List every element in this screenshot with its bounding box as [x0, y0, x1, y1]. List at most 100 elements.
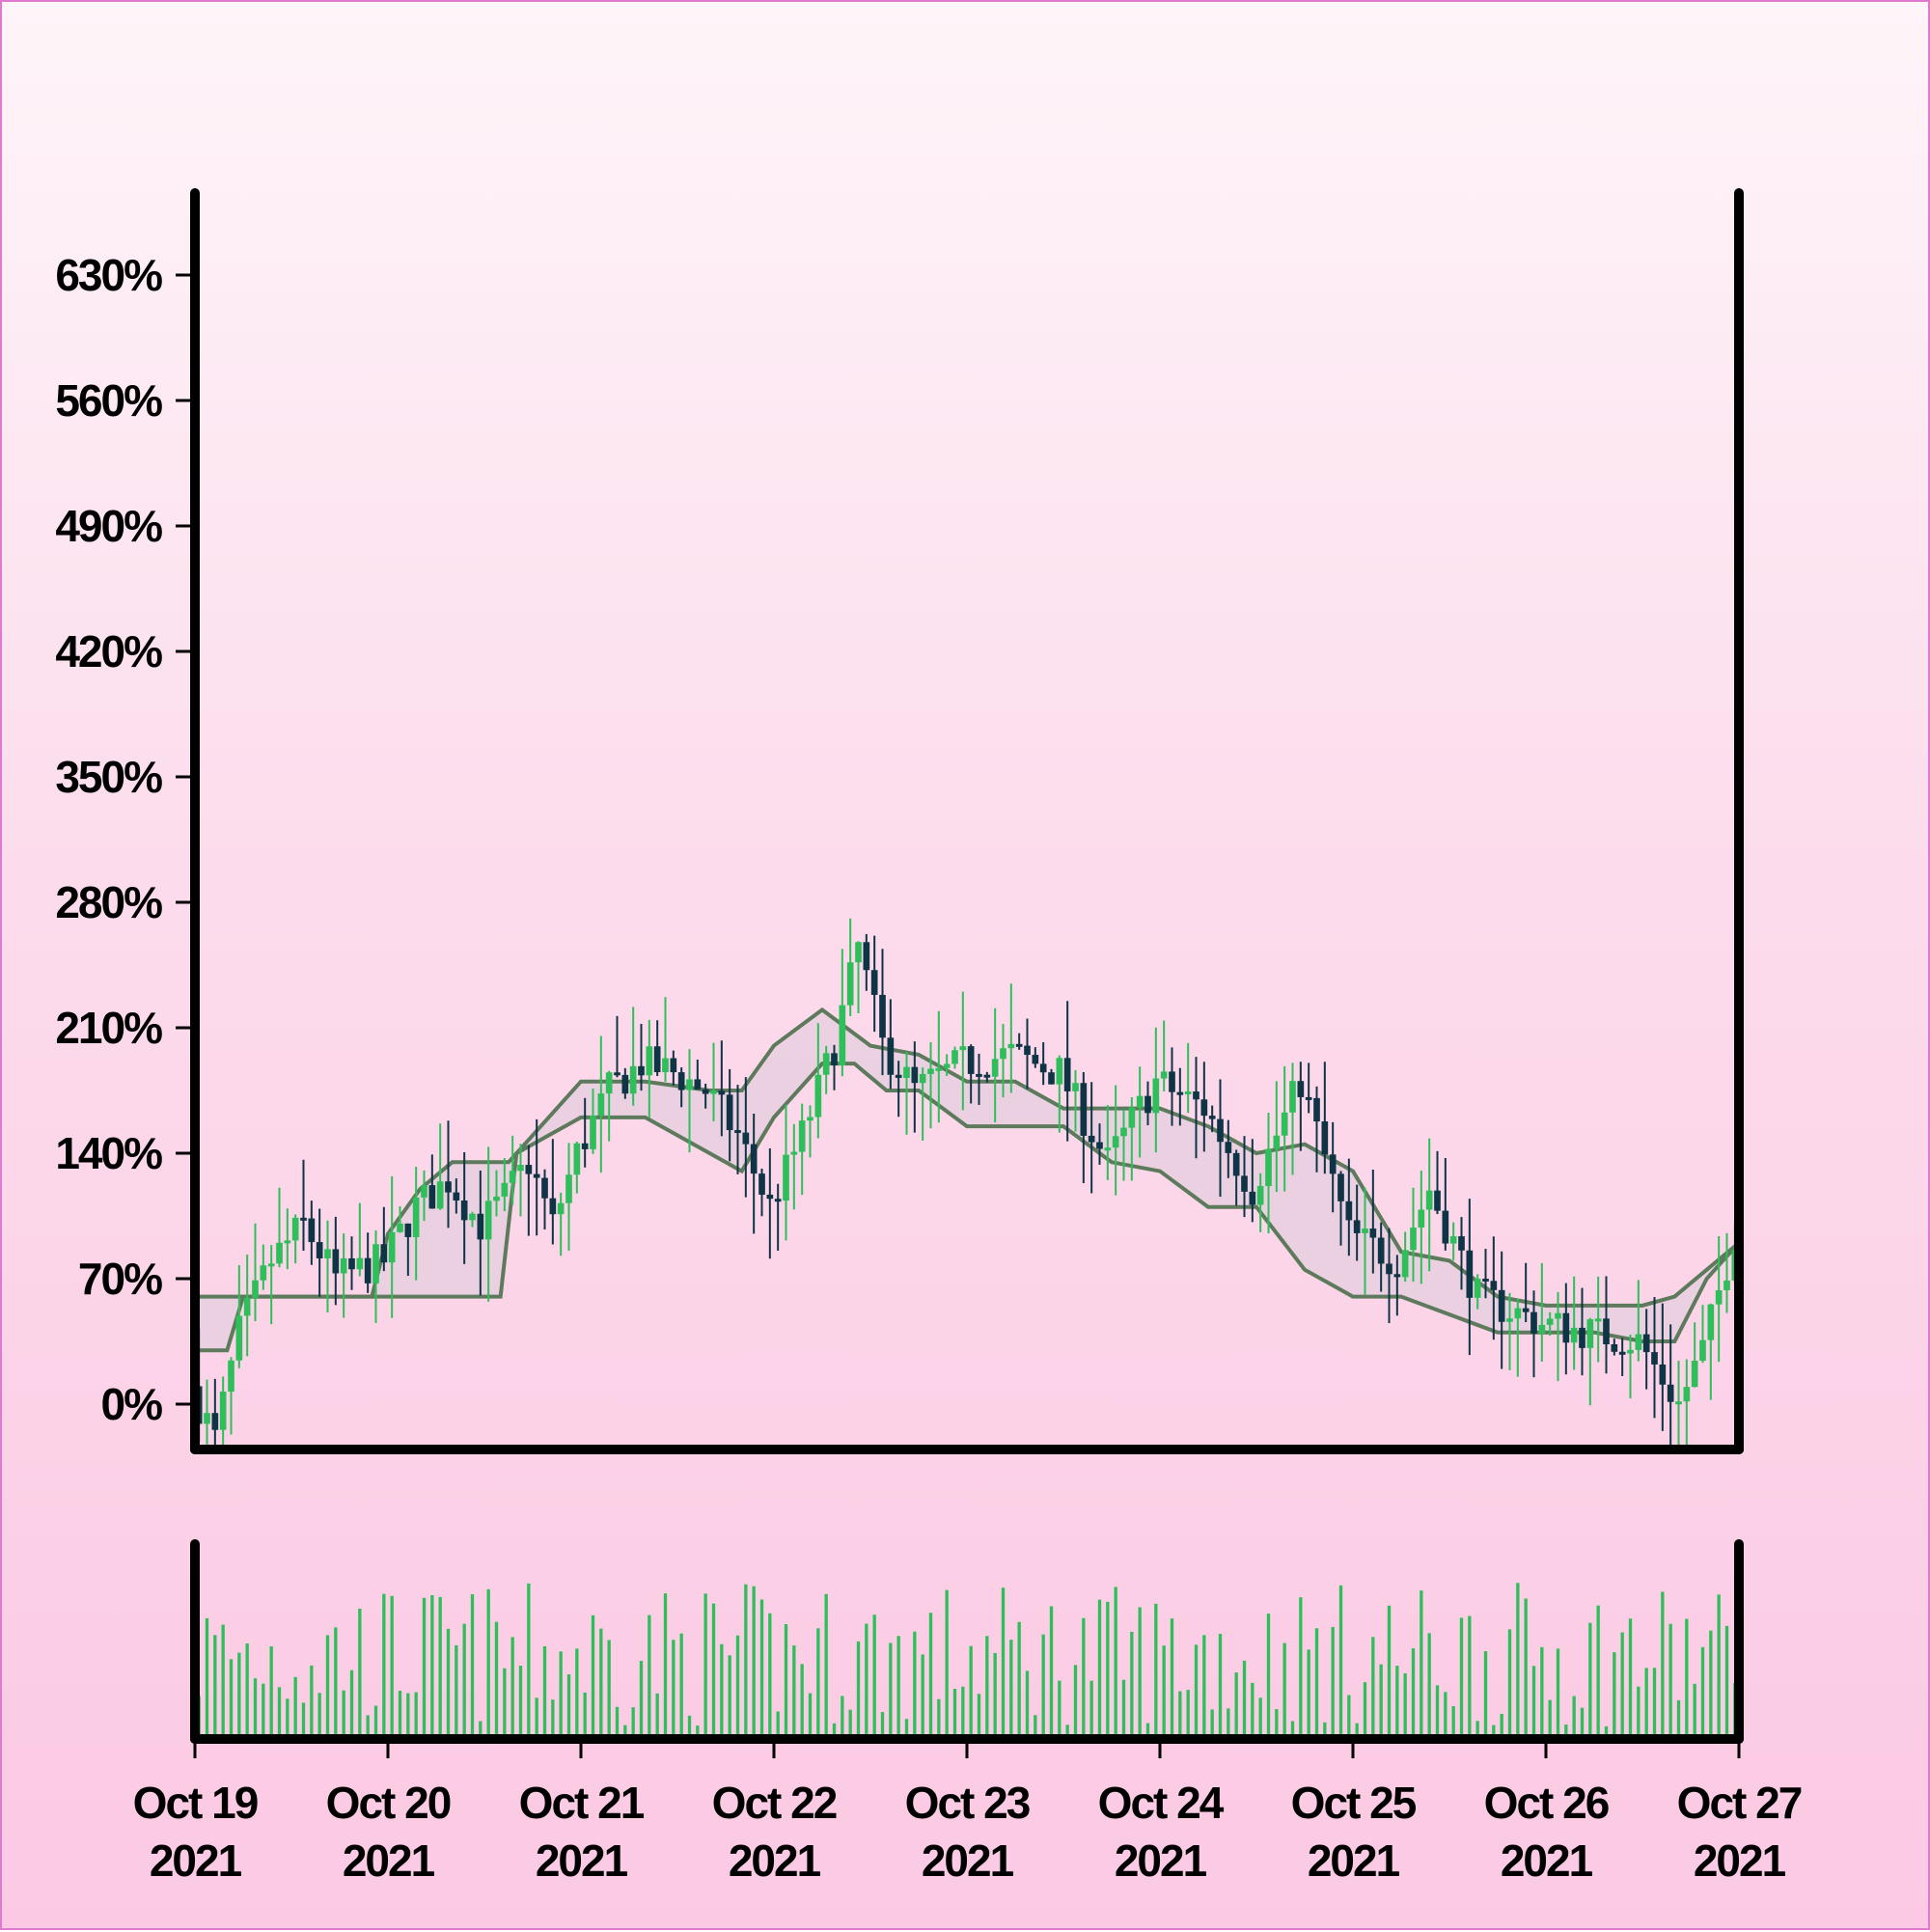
candle-body [1715, 1289, 1723, 1305]
candle-body [590, 1115, 596, 1149]
candle-body [388, 1231, 396, 1263]
candle-body [1104, 1147, 1112, 1151]
candle-body [1024, 1045, 1031, 1056]
volume-bar [486, 1588, 490, 1739]
volume-bar [808, 1693, 813, 1739]
candle-body [1401, 1250, 1409, 1278]
candle-body [1039, 1063, 1047, 1073]
volume-bar [977, 1694, 981, 1739]
candle-body [421, 1185, 427, 1198]
volume-bar [1531, 1666, 1536, 1739]
candle-body [404, 1223, 412, 1237]
candle-body [822, 1053, 830, 1075]
candle-body [1627, 1349, 1634, 1354]
volume-bar [993, 1652, 997, 1739]
volume-bar [310, 1665, 314, 1739]
candle-body [1530, 1311, 1537, 1334]
candle-body [204, 1413, 210, 1424]
volume-bar [1138, 1607, 1142, 1739]
volume-bar [1379, 1664, 1383, 1739]
candle-body [1618, 1351, 1626, 1355]
candle-body [1265, 1148, 1272, 1187]
volume-bar [1556, 1648, 1560, 1739]
volume-bar [462, 1623, 466, 1739]
volume-bar [889, 1642, 893, 1739]
candle-body [1425, 1190, 1433, 1210]
volume-bar [366, 1715, 370, 1739]
x-tick-label-year: 2021 [150, 1835, 242, 1886]
candle-body [1683, 1387, 1691, 1402]
volume-panel [190, 1539, 1744, 1744]
volume-bar [1363, 1682, 1367, 1739]
volume-bar [663, 1593, 668, 1739]
candle-body [597, 1093, 605, 1116]
x-tick-label-date: Oct 23 [905, 1778, 1030, 1828]
candle-body [453, 1192, 460, 1201]
candle-body [1699, 1339, 1706, 1362]
volume-bar [841, 1696, 844, 1739]
candle-body [316, 1242, 323, 1258]
volume-bar [1001, 1587, 1006, 1739]
candle-body [1659, 1364, 1667, 1385]
candle-body [1072, 1083, 1079, 1091]
volume-bar [269, 1645, 273, 1739]
x-tick-label-date: Oct 26 [1484, 1778, 1609, 1828]
volume-bar [1355, 1723, 1359, 1739]
volume-bar [1427, 1633, 1431, 1739]
x-tick-label-date: Oct 21 [519, 1778, 645, 1828]
volume-bar [1524, 1598, 1528, 1739]
candle-body [927, 1068, 934, 1074]
volume-bar [317, 1693, 321, 1739]
candle-body [1193, 1090, 1199, 1100]
volume-bar [205, 1617, 209, 1739]
volume-bar [293, 1676, 297, 1739]
x-tick-label: Oct 19 2021 [133, 1778, 258, 1886]
volume-bar [1186, 1690, 1190, 1739]
candle-body [734, 1130, 741, 1134]
candle-body [235, 1315, 243, 1361]
volume-bar [1202, 1635, 1206, 1739]
volume-bar [1331, 1626, 1335, 1739]
volume-bar [373, 1705, 378, 1739]
candle-body [428, 1185, 436, 1209]
volume-bar [1266, 1614, 1271, 1739]
volume-bar [880, 1712, 885, 1739]
volume-bar [776, 1711, 780, 1739]
volume-bar [1540, 1646, 1544, 1739]
candle-body [348, 1257, 355, 1270]
volume-bar [1106, 1601, 1110, 1739]
volume-bar [286, 1698, 290, 1739]
volume-bar [1154, 1603, 1158, 1739]
candle-body [839, 1005, 846, 1065]
candle-body [863, 942, 870, 971]
volume-bar [1444, 1692, 1448, 1739]
candle-body [501, 1182, 509, 1197]
candle-body [814, 1074, 822, 1118]
volume-bar [1089, 1680, 1093, 1739]
volume-bar [535, 1697, 538, 1739]
candle-body [1369, 1228, 1377, 1238]
candle-body [324, 1249, 331, 1258]
candle-body [855, 942, 862, 963]
volume-bar [213, 1635, 217, 1739]
volume-bar [1323, 1722, 1327, 1739]
volume-bar [1451, 1706, 1455, 1739]
candle-body [1120, 1127, 1127, 1137]
y-tick-label: 350% [55, 752, 162, 802]
candle-body [1176, 1091, 1184, 1095]
candle-body [1313, 1097, 1320, 1122]
volume-bar [752, 1586, 756, 1739]
candle-body [951, 1050, 958, 1064]
candle-body [1200, 1099, 1208, 1117]
volume-bar [1668, 1623, 1672, 1739]
candle-body [1386, 1263, 1392, 1275]
candle-body [565, 1174, 572, 1203]
volume-bar [438, 1596, 442, 1739]
candle-body [1128, 1107, 1136, 1128]
y-tick-label: 70% [78, 1254, 162, 1304]
x-tick-label: Oct 26 2021 [1484, 1778, 1609, 1886]
candle-body [1329, 1154, 1337, 1174]
x-tick-label: Oct 27 2021 [1677, 1778, 1802, 1886]
volume-bar [607, 1640, 611, 1739]
